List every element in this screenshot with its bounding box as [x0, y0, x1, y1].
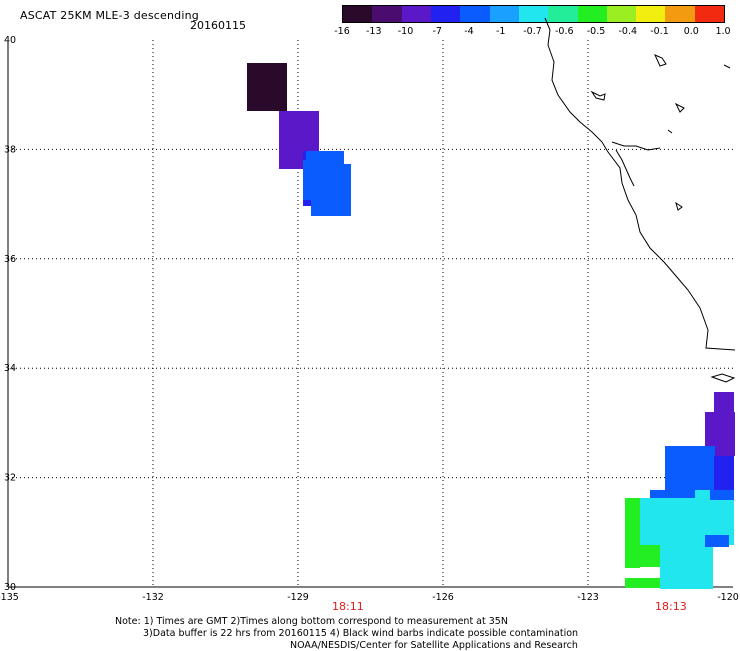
colorbar-label: -16 — [334, 26, 350, 37]
data-pixel-block — [247, 63, 287, 111]
coastline-california — [544, 17, 736, 351]
note-line-1: Note: 1) Times are GMT 2)Times along bot… — [115, 616, 508, 627]
y-tick-label: 38 — [4, 144, 16, 155]
y-tick-label: 32 — [4, 473, 16, 484]
data-pixel-block — [640, 510, 695, 528]
colorbar-swatch — [518, 6, 549, 22]
y-tick-label: 30 — [4, 582, 16, 593]
x-tick-label: -129 — [287, 592, 309, 603]
y-tick-label: 34 — [4, 363, 16, 374]
coastline — [544, 17, 736, 383]
colorbar-swatch — [548, 6, 578, 22]
map-title: ASCAT 25KM MLE-3 descending — [20, 9, 199, 22]
data-pixel-block — [660, 545, 713, 589]
colorbar-swatch — [401, 6, 431, 22]
colorbar-label: -0.7 — [523, 26, 542, 37]
y-tick-label: 36 — [4, 254, 16, 265]
data-pixel-block — [695, 490, 710, 510]
data-pixel-block — [714, 456, 734, 490]
colorbar-swatch — [665, 6, 695, 22]
time-label-2: 18:13 — [655, 600, 687, 613]
data-pixel-block — [303, 160, 323, 200]
x-tick-label: -132 — [142, 592, 164, 603]
island-4 — [675, 201, 683, 211]
colorbar-label: -0.6 — [554, 26, 574, 37]
time-label-1: 18:11 — [332, 600, 364, 613]
colorbar-label: -0.4 — [618, 26, 638, 37]
grid-lines — [7, 40, 733, 588]
colorbar-swatch — [343, 6, 373, 22]
note-line-3: NOAA/NESDIS/Center for Satellite Applica… — [290, 640, 578, 651]
colorbar-swatch — [636, 6, 666, 22]
colorbar-swatch — [460, 6, 490, 22]
colorbar-label: -13 — [365, 26, 382, 37]
colorbar — [342, 5, 725, 23]
island-7 — [667, 129, 673, 134]
colorbar-swatch — [430, 6, 461, 22]
colorbar-swatch — [694, 6, 725, 22]
colorbar-swatch — [577, 6, 607, 22]
data-pixel-block — [625, 578, 660, 588]
island-3 — [674, 102, 685, 113]
note-line-2: 3)Data buffer is 22 hrs from 20160115 4)… — [143, 628, 579, 639]
island-1 — [590, 90, 606, 101]
x-tick-label: -120 — [717, 592, 739, 603]
island-6 — [723, 64, 731, 69]
axis-labels: -135 -132 -129 -126 -123 -120 40 38 36 34 32 30 — [0, 35, 739, 603]
colorbar-swatch — [372, 6, 402, 22]
island-5 — [710, 373, 736, 383]
colorbar-label: -1 — [496, 26, 506, 37]
colorbar-label: -10 — [397, 26, 414, 37]
x-tick-label: -123 — [577, 592, 599, 603]
colorbar-label: -4 — [464, 26, 474, 37]
colorbar-label: 0.0 — [683, 26, 699, 37]
x-tick-label: -126 — [432, 592, 454, 603]
colorbar-swatch — [606, 6, 637, 22]
colorbar-label: -7 — [432, 26, 442, 37]
colorbar-label: 1.0 — [715, 26, 731, 37]
data-pixel-block — [705, 535, 729, 547]
map-date: 20160115 — [190, 19, 246, 32]
island-2 — [654, 54, 667, 67]
y-tick-label: 40 — [4, 35, 16, 46]
colorbar-label: -0.5 — [586, 26, 606, 37]
coastline-bay — [611, 141, 661, 187]
data-pixel-block — [665, 446, 715, 490]
data-pixels — [247, 63, 735, 589]
colorbar-swatch — [489, 6, 519, 22]
colorbar-label: -0.1 — [650, 26, 669, 37]
x-tick-label: -135 — [0, 592, 19, 603]
colorbar-labels: -16 -13 -10 -7 -4 -1 -0.7 -0.6 -0.5 -0.4 -0.1 0.0 1.… — [334, 26, 730, 38]
